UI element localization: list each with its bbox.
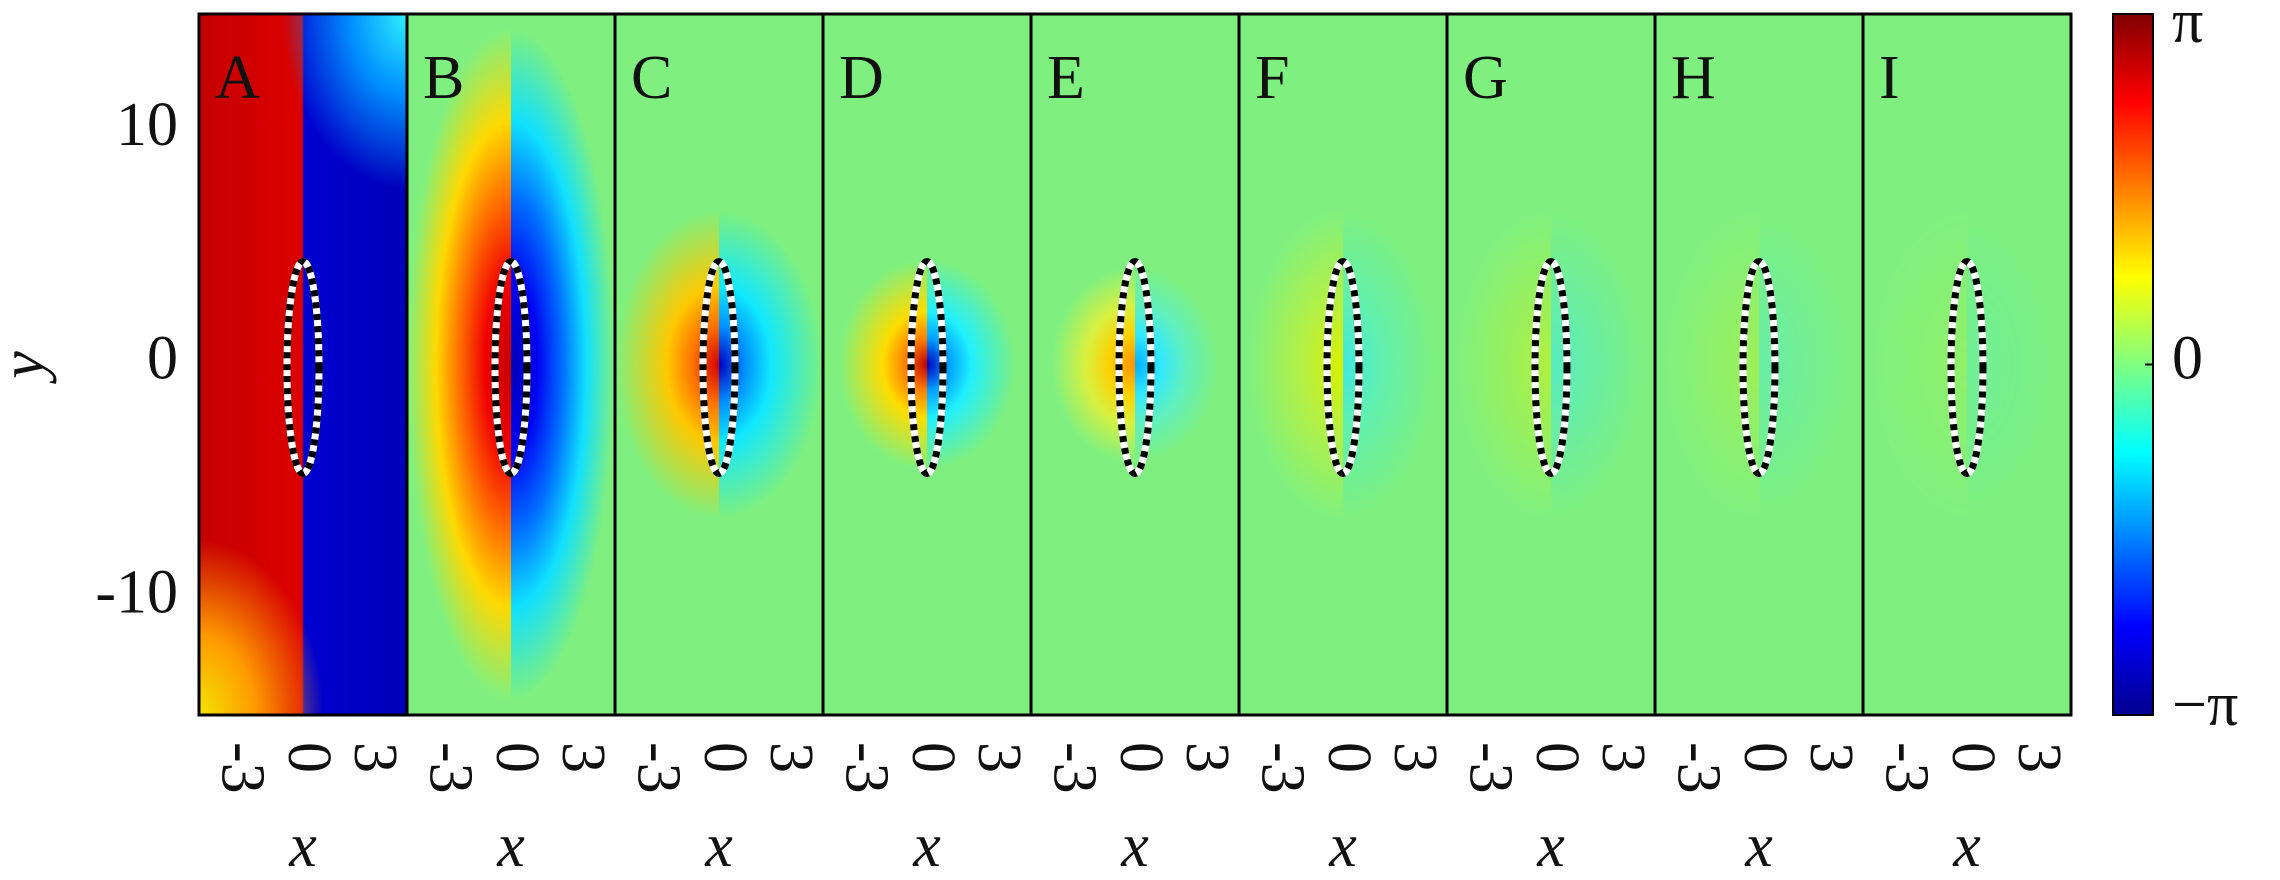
x-tick-label: -3 [1664,742,1732,794]
panel-label: E [1047,44,1085,112]
x-tick-label: 0 [691,742,759,773]
y-tick-label: 0 [147,325,178,393]
ellipse-dash [699,258,739,477]
ellipse-dash [1739,258,1779,477]
panel-frame [1445,12,1657,717]
panel-label: H [1671,44,1716,112]
x-axis-label: x [912,812,941,880]
y-axis-label: y [0,351,57,385]
x-axis-label: x [1952,812,1981,880]
panel-label: G [1463,44,1508,112]
y-tick-label: -10 [95,558,178,626]
x-tick-label: 3 [965,742,1033,773]
phase-map [199,14,407,715]
x-tick-label: 0 [1731,742,1799,773]
x-tick-label: 0 [1939,742,2007,773]
ellipse-dash [1947,258,1987,477]
phase-map [1447,14,1655,715]
panel-frame [1653,12,1865,717]
x-axis-label: x [704,812,733,880]
ellipse-dash [283,258,323,477]
panel-frame [197,12,409,717]
phase-map [407,14,615,715]
x-tick-label: 3 [549,742,617,773]
x-tick-label: 0 [1315,742,1383,773]
x-tick-label: 0 [899,742,967,773]
panel-frame [1237,12,1449,717]
x-axis-label: x [1744,812,1773,880]
panel-frame [1861,12,2073,717]
ellipse-dash [907,258,947,477]
panel-label: B [423,44,464,112]
x-tick-label: 3 [1797,742,1865,773]
y-tick-label: 10 [116,91,178,159]
colorbar-tick-label: 0 [2172,325,2203,393]
panel-label: C [631,44,672,112]
ellipse-dash [1323,258,1363,477]
x-tick-label: -3 [1248,742,1316,794]
x-tick-label: 3 [757,742,825,773]
x-tick-label: 3 [341,742,409,773]
ellipse-dash [1115,258,1155,477]
phase-map [615,14,823,715]
panel-label: A [215,44,260,112]
panel-label: D [839,44,884,112]
panel-label: I [1879,44,1900,112]
x-tick-label: -3 [1872,742,1940,794]
x-tick-label: -3 [624,742,692,794]
colorbar-tick-label: −π [2172,671,2238,739]
ellipse-dash [1531,258,1571,477]
x-tick-label: 3 [2005,742,2073,773]
x-axis-label: x [1536,812,1565,880]
panel-frame [1029,12,1241,717]
x-tick-label: -3 [1040,742,1108,794]
x-axis-label: x [1328,812,1357,880]
x-tick-label: 3 [1173,742,1241,773]
x-tick-label: -3 [416,742,484,794]
panel-frame [821,12,1033,717]
x-tick-label: 0 [483,742,551,773]
phase-map [823,14,1031,715]
x-tick-label: 0 [1107,742,1175,773]
x-tick-label: 3 [1381,742,1449,773]
x-tick-label: 3 [1589,742,1657,773]
x-tick-label: 0 [275,742,343,773]
panel-frame [613,12,825,717]
phase-map [1239,14,1447,715]
x-tick-label: -3 [208,742,276,794]
x-tick-label: 0 [1523,742,1591,773]
panel-label: F [1255,44,1289,112]
x-axis-label: x [1120,812,1149,880]
x-axis-label: x [496,812,525,880]
colorbar-tick-label: π [2172,0,2203,56]
x-tick-label: -3 [832,742,900,794]
ellipse-dash [491,258,531,477]
x-axis-label: x [288,812,317,880]
phase-map [1863,14,2071,715]
phase-map [1031,14,1239,715]
phase-map [1655,14,1863,715]
x-tick-label: -3 [1456,742,1524,794]
panel-frame [405,12,617,717]
